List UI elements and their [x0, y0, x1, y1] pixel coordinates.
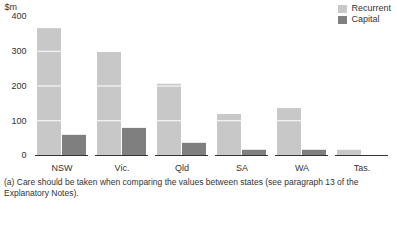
svg-text:400: 400: [11, 11, 26, 21]
svg-text:Vic.: Vic.: [115, 163, 130, 173]
svg-text:0: 0: [21, 150, 26, 160]
html-text:(a) Care should be taken when: (a) Care should be taken when comparing …: [4, 177, 359, 198]
svg-text:200: 200: [11, 81, 26, 91]
svg-text:NSW: NSW: [52, 163, 74, 173]
svg-text:WA: WA: [295, 163, 309, 173]
svg-text:SA: SA: [236, 163, 248, 173]
html-text:Recurrent: Recurrent: [351, 3, 391, 13]
svg-text:Qld: Qld: [175, 163, 189, 173]
html-text:Capital: Capital: [351, 14, 380, 24]
svg-text:Tas.: Tas.: [354, 163, 371, 173]
svg-text:$m: $m: [5, 2, 18, 12]
svg-text:300: 300: [11, 46, 26, 56]
svg-text:100: 100: [11, 116, 26, 126]
